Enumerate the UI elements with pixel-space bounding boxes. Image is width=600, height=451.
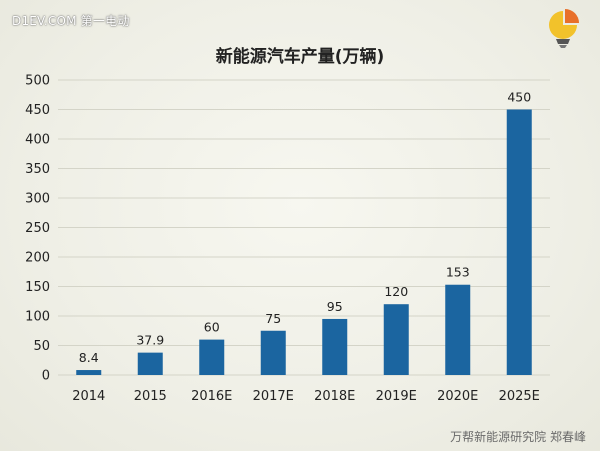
bar: [137, 352, 163, 375]
data-label: 8.4: [79, 350, 99, 365]
data-label: 75: [265, 311, 281, 326]
data-label: 153: [446, 265, 470, 280]
y-tick-label: 300: [25, 192, 50, 207]
bar: [445, 284, 471, 375]
y-tick-label: 100: [25, 310, 50, 325]
bar: [260, 330, 286, 375]
bar: [506, 109, 532, 375]
x-tick-label: 2015: [134, 389, 167, 404]
x-tick-label: 2017E: [253, 389, 294, 404]
y-tick-label: 150: [25, 280, 50, 295]
x-tick-label: 2018E: [314, 389, 355, 404]
bar: [383, 304, 409, 375]
y-tick-label: 350: [25, 162, 50, 177]
watermark: D1EV.COM 第一电动: [12, 14, 130, 28]
x-tick-label: 2014: [72, 389, 105, 404]
y-tick-label: 450: [25, 103, 50, 118]
bar: [199, 339, 225, 375]
y-tick-label: 250: [25, 221, 50, 236]
x-tick-label: 2016E: [191, 389, 232, 404]
bar: [322, 318, 348, 375]
pie-chart-lightbulb-icon: [549, 9, 579, 48]
y-tick-label: 0: [42, 369, 50, 384]
data-label: 450: [507, 90, 531, 105]
data-label: 95: [327, 299, 343, 314]
source-credit: 万帮新能源研究院 郑春峰: [450, 430, 586, 444]
data-label: 60: [204, 320, 220, 335]
bar: [76, 370, 102, 375]
y-tick-label: 500: [25, 74, 50, 89]
y-tick-label: 200: [25, 251, 50, 266]
chart-title: 新能源汽车产量(万辆): [215, 47, 385, 67]
data-label: 120: [384, 284, 408, 299]
y-tick-label: 400: [25, 133, 50, 148]
data-label: 37.9: [136, 333, 164, 348]
x-tick-label: 2025E: [499, 389, 540, 404]
y-tick-label: 50: [33, 339, 50, 354]
x-tick-label: 2019E: [376, 389, 417, 404]
x-tick-label: 2020E: [437, 389, 478, 404]
